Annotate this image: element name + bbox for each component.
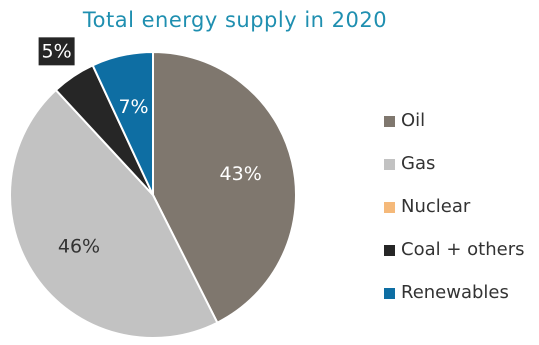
pie-slice-gas <box>9 88 219 339</box>
legend-swatch <box>384 288 395 299</box>
pie-label-renewables: 7% <box>118 96 148 118</box>
legend-swatch <box>384 159 395 170</box>
legend-label: Nuclear <box>401 196 471 217</box>
pie-label-oil: 43% <box>220 163 262 185</box>
pie-label-coal-others: 5% <box>42 40 72 62</box>
chart-title: Total energy supply in 2020 <box>82 8 388 32</box>
pie-slice-labels: 43% 46% 5% 7% <box>38 37 262 257</box>
pie-label-bg-coal-others <box>38 37 75 66</box>
legend-swatch <box>384 245 395 256</box>
legend-label: Coal + others <box>401 239 525 260</box>
legend-label: Renewables <box>401 282 509 303</box>
pie-slice-oil <box>152 50 297 325</box>
legend-label: Oil <box>401 110 426 131</box>
legend-swatch <box>384 202 395 213</box>
legend-label: Gas <box>401 153 436 174</box>
pie-slice-renewables <box>91 50 154 196</box>
pie-slices <box>9 50 297 339</box>
legend-swatch <box>384 116 395 127</box>
pie-label-gas: 46% <box>58 235 100 257</box>
